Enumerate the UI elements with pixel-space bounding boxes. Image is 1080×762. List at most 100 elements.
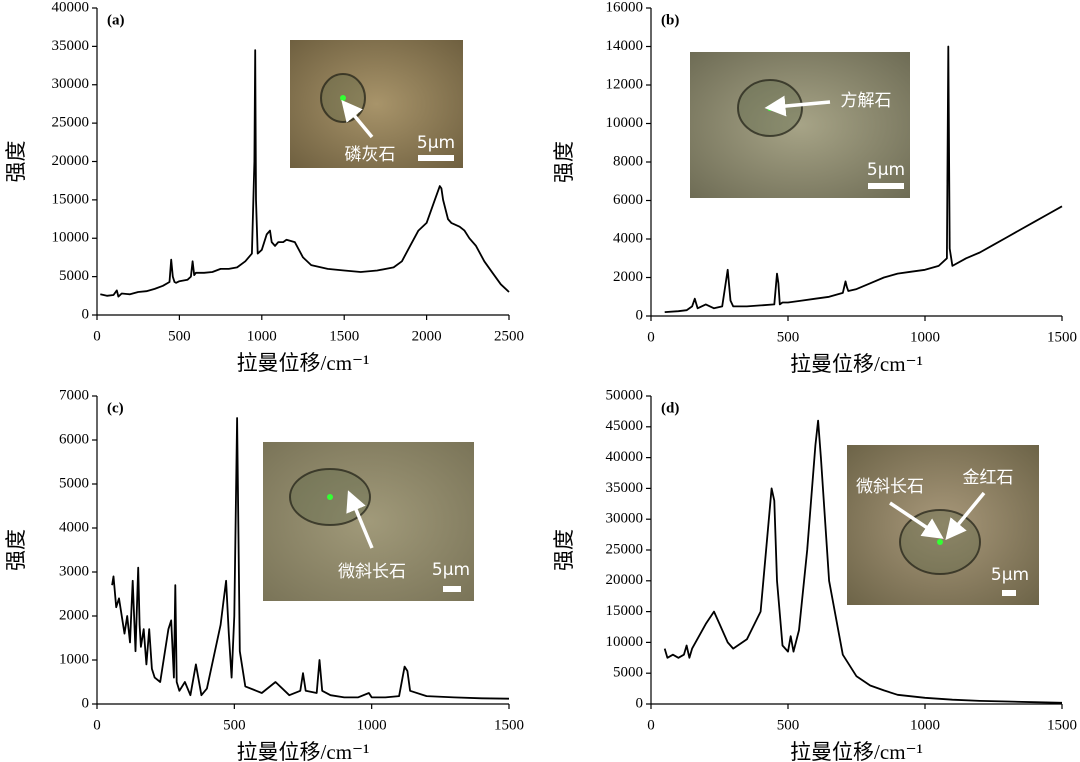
y-tick-label: 25000: [606, 541, 644, 557]
y-tick-label: 10000: [606, 115, 644, 131]
x-tick-label: 0: [647, 717, 655, 733]
x-tick-label: 1500: [494, 717, 524, 733]
y-tick-label: 2000: [59, 607, 89, 623]
y-axis-label: 强度: [4, 141, 28, 183]
x-tick-label: 1500: [329, 328, 359, 344]
y-tick-label: 50000: [606, 387, 644, 403]
x-axis-label: 拉曼位移/cm⁻¹: [790, 740, 923, 762]
y-tick-label: 20000: [606, 572, 644, 588]
panel: 0 1000 2000 3000 4000 5000 6000 7000 0 500 1000 150…: [4, 387, 524, 762]
x-tick-label: 1500: [1047, 329, 1077, 345]
laser-spot: [767, 105, 773, 111]
x-axis-label: 拉曼位移/cm⁻¹: [237, 351, 370, 375]
pointer-arrow: [341, 99, 374, 139]
y-tick-label: 35000: [52, 38, 90, 54]
inset-label: 微斜长石: [338, 562, 406, 582]
x-tick-label: 2000: [412, 328, 442, 344]
x-tick-label: 0: [93, 717, 101, 733]
x-axis-label: 拉曼位移/cm⁻¹: [790, 352, 923, 376]
x-tick-label: 1000: [910, 329, 940, 345]
laser-spot: [937, 539, 943, 545]
y-tick-label: 10000: [52, 230, 90, 246]
y-axis-label: 强度: [4, 529, 28, 571]
y-tick-label: 14000: [606, 38, 644, 54]
scale-bar: [418, 155, 454, 161]
y-tick-label: 10000: [606, 634, 644, 650]
micrograph-inset: 方解石 5μm: [690, 52, 910, 198]
y-tick-label: 25000: [52, 115, 90, 131]
y-tick-label: 5000: [59, 475, 89, 491]
x-tick-label: 0: [93, 328, 101, 344]
inset-label: 方解石: [841, 91, 892, 111]
laser-spot: [340, 95, 346, 101]
pointer-arrow: [346, 490, 374, 549]
x-tick-label: 2500: [494, 328, 524, 344]
spectrum-line: [100, 49, 510, 298]
y-tick-label: 4000: [613, 230, 643, 246]
x-tick-label: 500: [223, 717, 246, 733]
scale-bar: [868, 183, 904, 189]
y-tick-label: 7000: [59, 387, 89, 403]
micrograph-inset: 磷灰石 5μm: [290, 40, 463, 168]
y-tick-label: 0: [82, 695, 90, 711]
inset-label: 磷灰石: [345, 145, 396, 165]
y-axis-label: 强度: [552, 529, 576, 571]
y-axis-label: 强度: [552, 141, 576, 183]
x-tick-label: 1000: [910, 717, 940, 733]
x-tick-label: 1000: [247, 328, 277, 344]
laser-spot: [327, 494, 333, 500]
y-tick-label: 12000: [606, 76, 644, 92]
x-tick-label: 0: [647, 329, 655, 345]
inset-label: 5μm: [867, 160, 905, 180]
scale-bar: [443, 586, 461, 592]
y-tick-label: 4000: [59, 519, 89, 535]
y-tick-label: 8000: [613, 153, 643, 169]
panel-label: (b): [661, 12, 679, 28]
y-tick-label: 0: [636, 307, 644, 323]
y-tick-label: 6000: [613, 192, 643, 208]
y-tick-label: 20000: [52, 153, 90, 169]
micrograph-inset: 微斜长石 5μm: [263, 442, 474, 601]
y-tick-label: 45000: [606, 418, 644, 434]
inset-label: 金红石: [963, 468, 1014, 488]
x-tick-label: 1000: [357, 717, 387, 733]
panel: 0500010000150002000025000300003500040000…: [4, 0, 524, 375]
inset-label: 5μm: [991, 565, 1029, 585]
y-tick-label: 40000: [606, 449, 644, 465]
y-tick-label: 1000: [59, 651, 89, 667]
y-tick-label: 2000: [613, 269, 643, 285]
inset-image: [690, 52, 910, 198]
y-tick-label: 40000: [52, 0, 90, 15]
y-tick-label: 30000: [52, 76, 90, 92]
y-tick-label: 30000: [606, 511, 644, 527]
panel-label: (d): [661, 400, 679, 416]
x-tick-label: 500: [168, 328, 191, 344]
pointer-arrow: [889, 501, 944, 539]
x-tick-label: 500: [777, 717, 800, 733]
scale-bar: [1002, 590, 1016, 596]
pointer-arrow: [945, 491, 986, 541]
panel-label: (a): [107, 12, 125, 28]
y-tick-label: 15000: [606, 603, 644, 619]
spectrum-line: [663, 419, 1063, 704]
y-tick-label: 5000: [59, 268, 89, 284]
y-tick-label: 5000: [613, 665, 643, 681]
y-tick-label: 15000: [52, 191, 90, 207]
panel: 0 2000 4000 6000 8000 10000 12000 14000 16000 0 50…: [552, 0, 1077, 376]
inset-image: [290, 40, 463, 168]
panel-label: (c): [107, 400, 124, 416]
y-tick-label: 6000: [59, 431, 89, 447]
inset-image: [263, 442, 474, 601]
spectrum-line: [664, 45, 1063, 313]
x-tick-label: 500: [777, 329, 800, 345]
spectrum-line: [111, 417, 510, 700]
x-tick-label: 1500: [1047, 717, 1077, 733]
pointer-arrow: [764, 95, 831, 117]
inset-label: 微斜长石: [856, 477, 924, 497]
x-axis-label: 拉曼位移/cm⁻¹: [237, 740, 370, 762]
y-tick-label: 16000: [606, 0, 644, 15]
inset-label: 5μm: [417, 133, 455, 153]
micrograph-inset: 微斜长石 金红石 5μm: [847, 445, 1039, 605]
y-tick-label: 0: [82, 306, 90, 322]
